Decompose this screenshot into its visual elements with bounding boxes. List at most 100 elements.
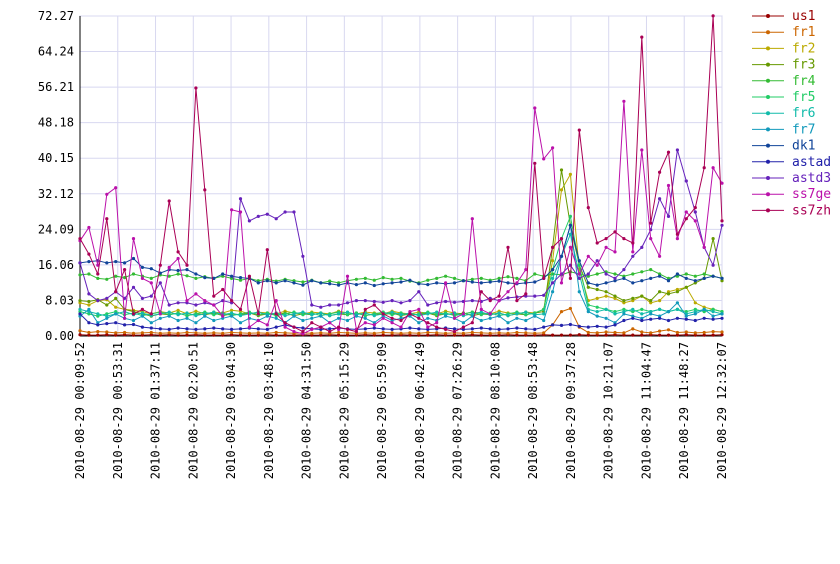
data-point <box>132 312 135 315</box>
data-point <box>301 255 304 258</box>
x-tick-label: 2010-08-29 00:53:31 <box>111 342 125 479</box>
data-point <box>712 310 715 313</box>
data-point <box>266 332 269 335</box>
data-point <box>301 319 304 322</box>
data-point <box>417 290 420 293</box>
data-point <box>275 326 278 329</box>
data-point <box>480 290 483 293</box>
data-point <box>578 259 581 262</box>
legend-marker <box>766 95 770 99</box>
data-point <box>284 331 287 334</box>
x-tick-label: 2010-08-29 09:37:28 <box>564 342 578 479</box>
data-point <box>676 233 679 236</box>
data-point <box>221 332 224 335</box>
data-point <box>658 330 661 333</box>
data-point <box>382 301 385 304</box>
data-point <box>622 277 625 280</box>
data-point <box>542 277 545 280</box>
data-point <box>275 217 278 220</box>
data-point <box>185 331 188 334</box>
data-point <box>132 332 135 335</box>
data-point <box>667 310 670 313</box>
x-tick-label: 2010-08-29 05:59:09 <box>375 342 389 479</box>
data-point <box>159 312 162 315</box>
legend-label: astad <box>792 155 831 170</box>
data-point <box>96 312 99 315</box>
data-point <box>399 326 402 329</box>
data-point <box>132 323 135 326</box>
legend-marker <box>766 192 770 196</box>
data-point <box>676 317 679 320</box>
data-point <box>685 272 688 275</box>
data-point <box>275 331 278 334</box>
data-point <box>453 330 456 333</box>
data-point <box>87 292 90 295</box>
data-point <box>685 315 688 318</box>
data-point <box>105 278 108 281</box>
data-point <box>78 237 81 240</box>
data-point <box>105 330 108 333</box>
data-point <box>640 246 643 249</box>
data-point <box>676 290 679 293</box>
data-point <box>257 281 260 284</box>
data-point <box>712 275 715 278</box>
data-point <box>506 275 509 278</box>
data-point <box>230 208 233 211</box>
legend-label: fr4 <box>792 74 816 89</box>
data-point <box>694 210 697 213</box>
y-tick-label: 0.00 <box>45 329 74 343</box>
data-point <box>275 281 278 284</box>
data-point <box>462 321 465 324</box>
data-point <box>266 323 269 326</box>
data-point <box>498 311 501 314</box>
data-point <box>596 272 599 275</box>
data-point <box>194 303 197 306</box>
data-point <box>667 151 670 154</box>
data-point <box>355 299 358 302</box>
data-point <box>649 318 652 321</box>
data-point <box>194 272 197 275</box>
data-point <box>471 327 474 330</box>
data-point <box>667 184 670 187</box>
x-tick-label: 2010-08-29 01:37:11 <box>149 342 163 479</box>
data-point <box>141 311 144 314</box>
data-point <box>87 300 90 303</box>
data-point <box>337 326 340 329</box>
data-point <box>346 331 349 334</box>
data-point <box>631 308 634 311</box>
data-point <box>613 323 616 326</box>
data-point <box>177 301 180 304</box>
data-point <box>515 331 518 334</box>
data-point <box>712 264 715 267</box>
data-point <box>631 241 634 244</box>
data-point <box>159 327 162 330</box>
data-point <box>239 276 242 279</box>
data-point <box>319 315 322 318</box>
data-point <box>203 276 206 279</box>
data-point <box>194 331 197 334</box>
legend-marker <box>766 176 770 180</box>
legend-marker <box>766 144 770 148</box>
data-point <box>551 146 554 149</box>
data-point <box>596 241 599 244</box>
data-point <box>114 297 117 300</box>
data-point <box>355 278 358 281</box>
data-point <box>391 331 394 334</box>
data-point <box>605 326 608 329</box>
data-point <box>310 303 313 306</box>
data-point <box>364 277 367 280</box>
data-point <box>399 301 402 304</box>
data-point <box>596 259 599 262</box>
data-point <box>444 275 447 278</box>
data-point <box>613 230 616 233</box>
data-point <box>480 319 483 322</box>
data-point <box>328 303 331 306</box>
data-point <box>720 224 723 227</box>
data-point <box>364 317 367 320</box>
data-point <box>408 326 411 329</box>
y-tick-label: 40.15 <box>38 151 74 165</box>
data-point <box>417 308 420 311</box>
data-point <box>435 301 438 304</box>
data-point <box>194 314 197 317</box>
data-point <box>471 299 474 302</box>
